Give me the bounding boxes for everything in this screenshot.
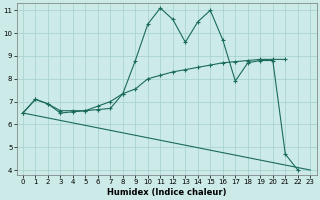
X-axis label: Humidex (Indice chaleur): Humidex (Indice chaleur) (107, 188, 226, 197)
